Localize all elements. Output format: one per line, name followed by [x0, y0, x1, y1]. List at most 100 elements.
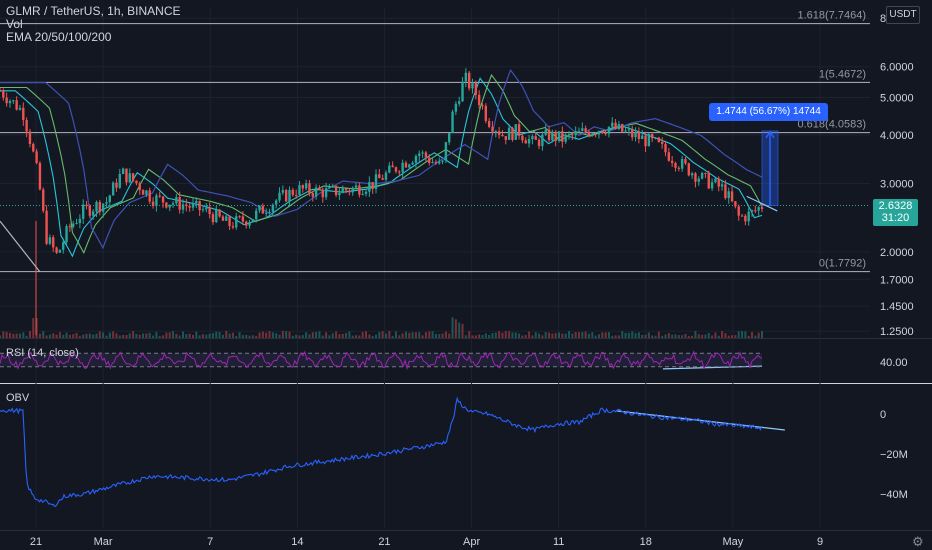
candle-body	[497, 131, 501, 135]
price-tick-label: 2.0000	[880, 247, 914, 259]
volume-bar	[338, 334, 341, 338]
candle-body	[218, 209, 221, 217]
volume-indicator-label[interactable]: Vol	[6, 17, 23, 31]
symbol-title[interactable]: GLMR / TetherUS, 1h, BINANCE	[6, 4, 181, 18]
measure-tool[interactable]	[761, 130, 779, 207]
candle-body	[95, 201, 98, 212]
trendlines[interactable]	[0, 195, 785, 431]
candle-body	[334, 185, 338, 196]
candle-body	[148, 190, 151, 202]
candle-body	[178, 197, 181, 210]
volume-bar	[108, 332, 111, 338]
volume-bar	[568, 331, 571, 338]
volume-bar	[348, 331, 351, 338]
candle-body	[68, 226, 72, 228]
volume-bar	[404, 331, 407, 338]
candle-body	[487, 120, 491, 127]
volume-bar	[471, 335, 474, 338]
candle-body	[501, 134, 504, 137]
volume-bar	[218, 331, 221, 338]
volume-bar	[714, 332, 717, 338]
volume-bar	[571, 333, 574, 338]
candle-body	[690, 173, 694, 176]
volume-bar	[697, 334, 700, 338]
candle-body	[411, 162, 414, 165]
candle-body	[388, 165, 391, 173]
candle-body	[714, 178, 717, 183]
measure-arrowhead	[765, 130, 775, 139]
volume-bar	[551, 333, 554, 338]
rsi-band-fill	[0, 353, 762, 367]
candle-body	[527, 139, 531, 144]
volume-bar	[464, 335, 467, 338]
candle-body	[637, 132, 641, 140]
candle-body	[557, 131, 561, 141]
volume-bar	[281, 331, 284, 338]
volume-bar	[388, 331, 391, 338]
candle-body	[564, 134, 567, 142]
candle-body	[208, 207, 211, 215]
price-tick-label: 1.4500	[880, 301, 914, 313]
volume-bar	[561, 333, 564, 338]
candle-body	[524, 140, 527, 144]
candle-body	[561, 131, 564, 142]
volume-bar	[351, 335, 354, 338]
currency-button[interactable]: USDT	[886, 6, 920, 24]
volume-bar	[454, 319, 457, 338]
volume-bar	[331, 333, 334, 338]
volume-bar	[328, 335, 331, 338]
candle-body	[5, 97, 8, 104]
volume-bar	[554, 333, 557, 338]
volume-bar	[371, 335, 374, 338]
volume-bar	[285, 331, 288, 338]
volume-bar	[298, 335, 301, 338]
volume-bar	[488, 334, 491, 338]
volume-bar	[365, 331, 368, 338]
gear-icon[interactable]: ⚙	[912, 534, 924, 549]
candle-body	[414, 156, 418, 163]
candle-body	[607, 126, 611, 134]
fibonacci-retracement[interactable]: 1.618(7.7464) 1(5.4672) 0.618(4.0583) 0(1.7…	[0, 10, 870, 336]
volume-bar	[235, 335, 238, 338]
candle-body	[141, 190, 145, 195]
candle-body	[131, 173, 135, 181]
candle-body	[554, 131, 557, 141]
candle-body	[571, 134, 574, 136]
obv-title[interactable]: OBV	[6, 392, 30, 404]
volume-bar	[514, 332, 517, 338]
fib-level-label: 0(1.7792)	[819, 258, 866, 270]
volume-bar	[667, 333, 670, 338]
candle-body	[541, 134, 544, 147]
volume-bar	[168, 332, 171, 338]
candle-body	[72, 223, 75, 227]
volume-bar	[265, 332, 268, 338]
candle-body	[0, 90, 2, 92]
volume-bar	[428, 331, 431, 338]
volume-bar	[132, 331, 135, 338]
candlestick-series[interactable]	[0, 68, 764, 255]
volume-bar	[721, 331, 724, 338]
candle-body	[404, 162, 408, 168]
volume-bar	[671, 334, 674, 338]
volume-bar	[205, 334, 208, 338]
volume-bar	[651, 335, 654, 338]
volume-bar	[0, 335, 1, 338]
volume-bar	[684, 333, 687, 338]
volume-bar	[717, 335, 720, 338]
volume-bar	[611, 335, 614, 338]
volume-bar	[494, 332, 497, 338]
measure-label[interactable]: 1.4744 (56.67%) 14744	[709, 103, 828, 121]
ema-indicator-label[interactable]: EMA 20/50/100/200	[6, 30, 112, 44]
candle-body	[248, 222, 251, 226]
candle-body	[727, 191, 730, 199]
rsi-title[interactable]: RSI (14, close)	[6, 347, 79, 359]
candle-body	[744, 215, 747, 222]
candle-body	[567, 134, 571, 136]
volume-bar	[581, 332, 584, 338]
volume-bar	[538, 333, 541, 338]
candle-body	[52, 237, 55, 248]
candle-body	[8, 100, 12, 104]
candle-body	[318, 187, 321, 190]
candle-body	[454, 103, 458, 112]
